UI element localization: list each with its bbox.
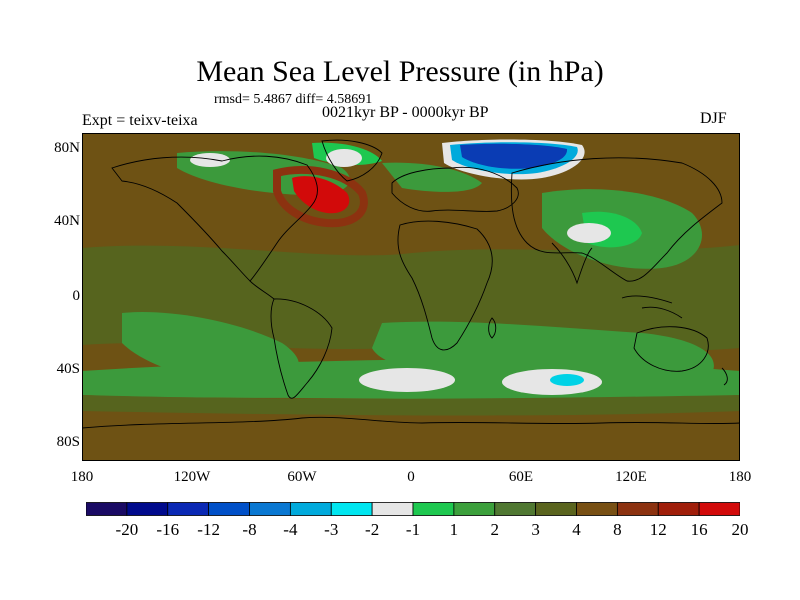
north-atlantic-rust-ring <box>273 166 368 228</box>
colorbar-box <box>494 502 537 516</box>
colorbar-label: 16 <box>690 520 708 539</box>
season-label: DJF <box>700 110 727 127</box>
plot-title: Mean Sea Level Pressure (in hPa) <box>196 55 604 88</box>
colorbar-box <box>535 502 577 516</box>
colorbar-label: 4 <box>572 520 581 539</box>
lon-label-180e: 180 <box>728 469 752 485</box>
lon-label-60e: 60E <box>508 469 534 485</box>
time-period-label: 0021kyr BP - 0000kyr BP <box>322 104 489 121</box>
indian-ocean-cyan-zone <box>550 374 584 386</box>
lon-label-60w: 60W <box>287 469 317 485</box>
pressure-difference-map <box>82 133 740 461</box>
madagascar-coast <box>488 317 497 339</box>
colorbar-label: -4 <box>283 520 298 539</box>
india-coast <box>551 242 593 285</box>
colorbar-box <box>698 502 740 516</box>
colorbar-label: 2 <box>490 520 500 539</box>
colorbar-label: -8 <box>242 520 257 539</box>
north-atlantic-red-high <box>292 176 350 214</box>
lon-label-120e: 120E <box>615 469 647 485</box>
coastlines <box>82 139 740 429</box>
colorbar-label: -2 <box>365 520 380 539</box>
south-atlantic-white-zone <box>359 368 455 392</box>
greenland-coast <box>321 139 383 182</box>
tropical-olive-band <box>82 245 740 352</box>
lat-label-80n: 80N <box>54 140 80 156</box>
colorbar-label: 3 <box>531 520 540 539</box>
colorbar-box <box>371 502 414 516</box>
colorbar-box <box>86 502 128 516</box>
lat-label-40s: 40S <box>56 361 80 377</box>
lat-label-equator: 0 <box>72 288 81 304</box>
australia-coast <box>633 326 709 372</box>
lon-label-180w: 180 <box>70 469 94 485</box>
north-america-coast <box>111 155 318 282</box>
southern-olive-ring <box>82 395 740 416</box>
africa-coast <box>397 220 493 351</box>
lat-label-80s: 80S <box>56 434 80 450</box>
map-frame <box>82 133 740 461</box>
colorbar-box <box>616 502 659 516</box>
colorbar-label: -16 <box>156 520 180 539</box>
arctic-canada-white-zone <box>190 153 230 167</box>
colorbar-label: -20 <box>115 520 139 539</box>
europe-coast <box>391 166 519 212</box>
colorbar-label: 12 <box>649 520 667 539</box>
experiment-label: Expt = teixv-teixa <box>82 112 198 129</box>
colorbar-label: 1 <box>449 520 459 539</box>
europe-green-zone <box>382 162 482 192</box>
colorbar-box <box>289 502 332 516</box>
south-america-coast <box>270 298 333 399</box>
lon-label-0: 0 <box>407 469 415 485</box>
greenland-white-zone <box>326 149 362 167</box>
rmsd-diff-stats: rmsd= 5.4867 diff= 4.58691 <box>214 92 373 107</box>
asia-coast <box>510 157 723 282</box>
colorbar-label: 20 <box>731 520 749 539</box>
colorbar-label: -1 <box>405 520 421 539</box>
colorbar-box <box>208 502 250 516</box>
colorbar-box <box>576 502 618 516</box>
new-zealand-coast <box>721 367 728 386</box>
central-america-coast <box>249 280 275 300</box>
colorbar-label: 8 <box>613 520 622 539</box>
colorbar-box <box>167 502 210 516</box>
colorbar <box>86 502 740 516</box>
colorbar-label: -3 <box>324 520 339 539</box>
lat-label-40n: 40N <box>54 213 80 229</box>
colorbar-box <box>330 502 373 516</box>
colorbar-box <box>126 502 169 516</box>
eurasian-blue-zone <box>460 143 568 169</box>
tibet-white-zone <box>567 223 611 243</box>
colorbar-label: -12 <box>197 520 220 539</box>
colorbar-box <box>412 502 455 516</box>
colorbar-box <box>657 502 700 516</box>
lon-label-120w: 120W <box>173 469 211 485</box>
colorbar-box <box>249 502 291 516</box>
maritime-continent-coast <box>621 295 683 319</box>
antarctica-coast <box>82 416 740 429</box>
colorbar-box <box>453 502 496 516</box>
